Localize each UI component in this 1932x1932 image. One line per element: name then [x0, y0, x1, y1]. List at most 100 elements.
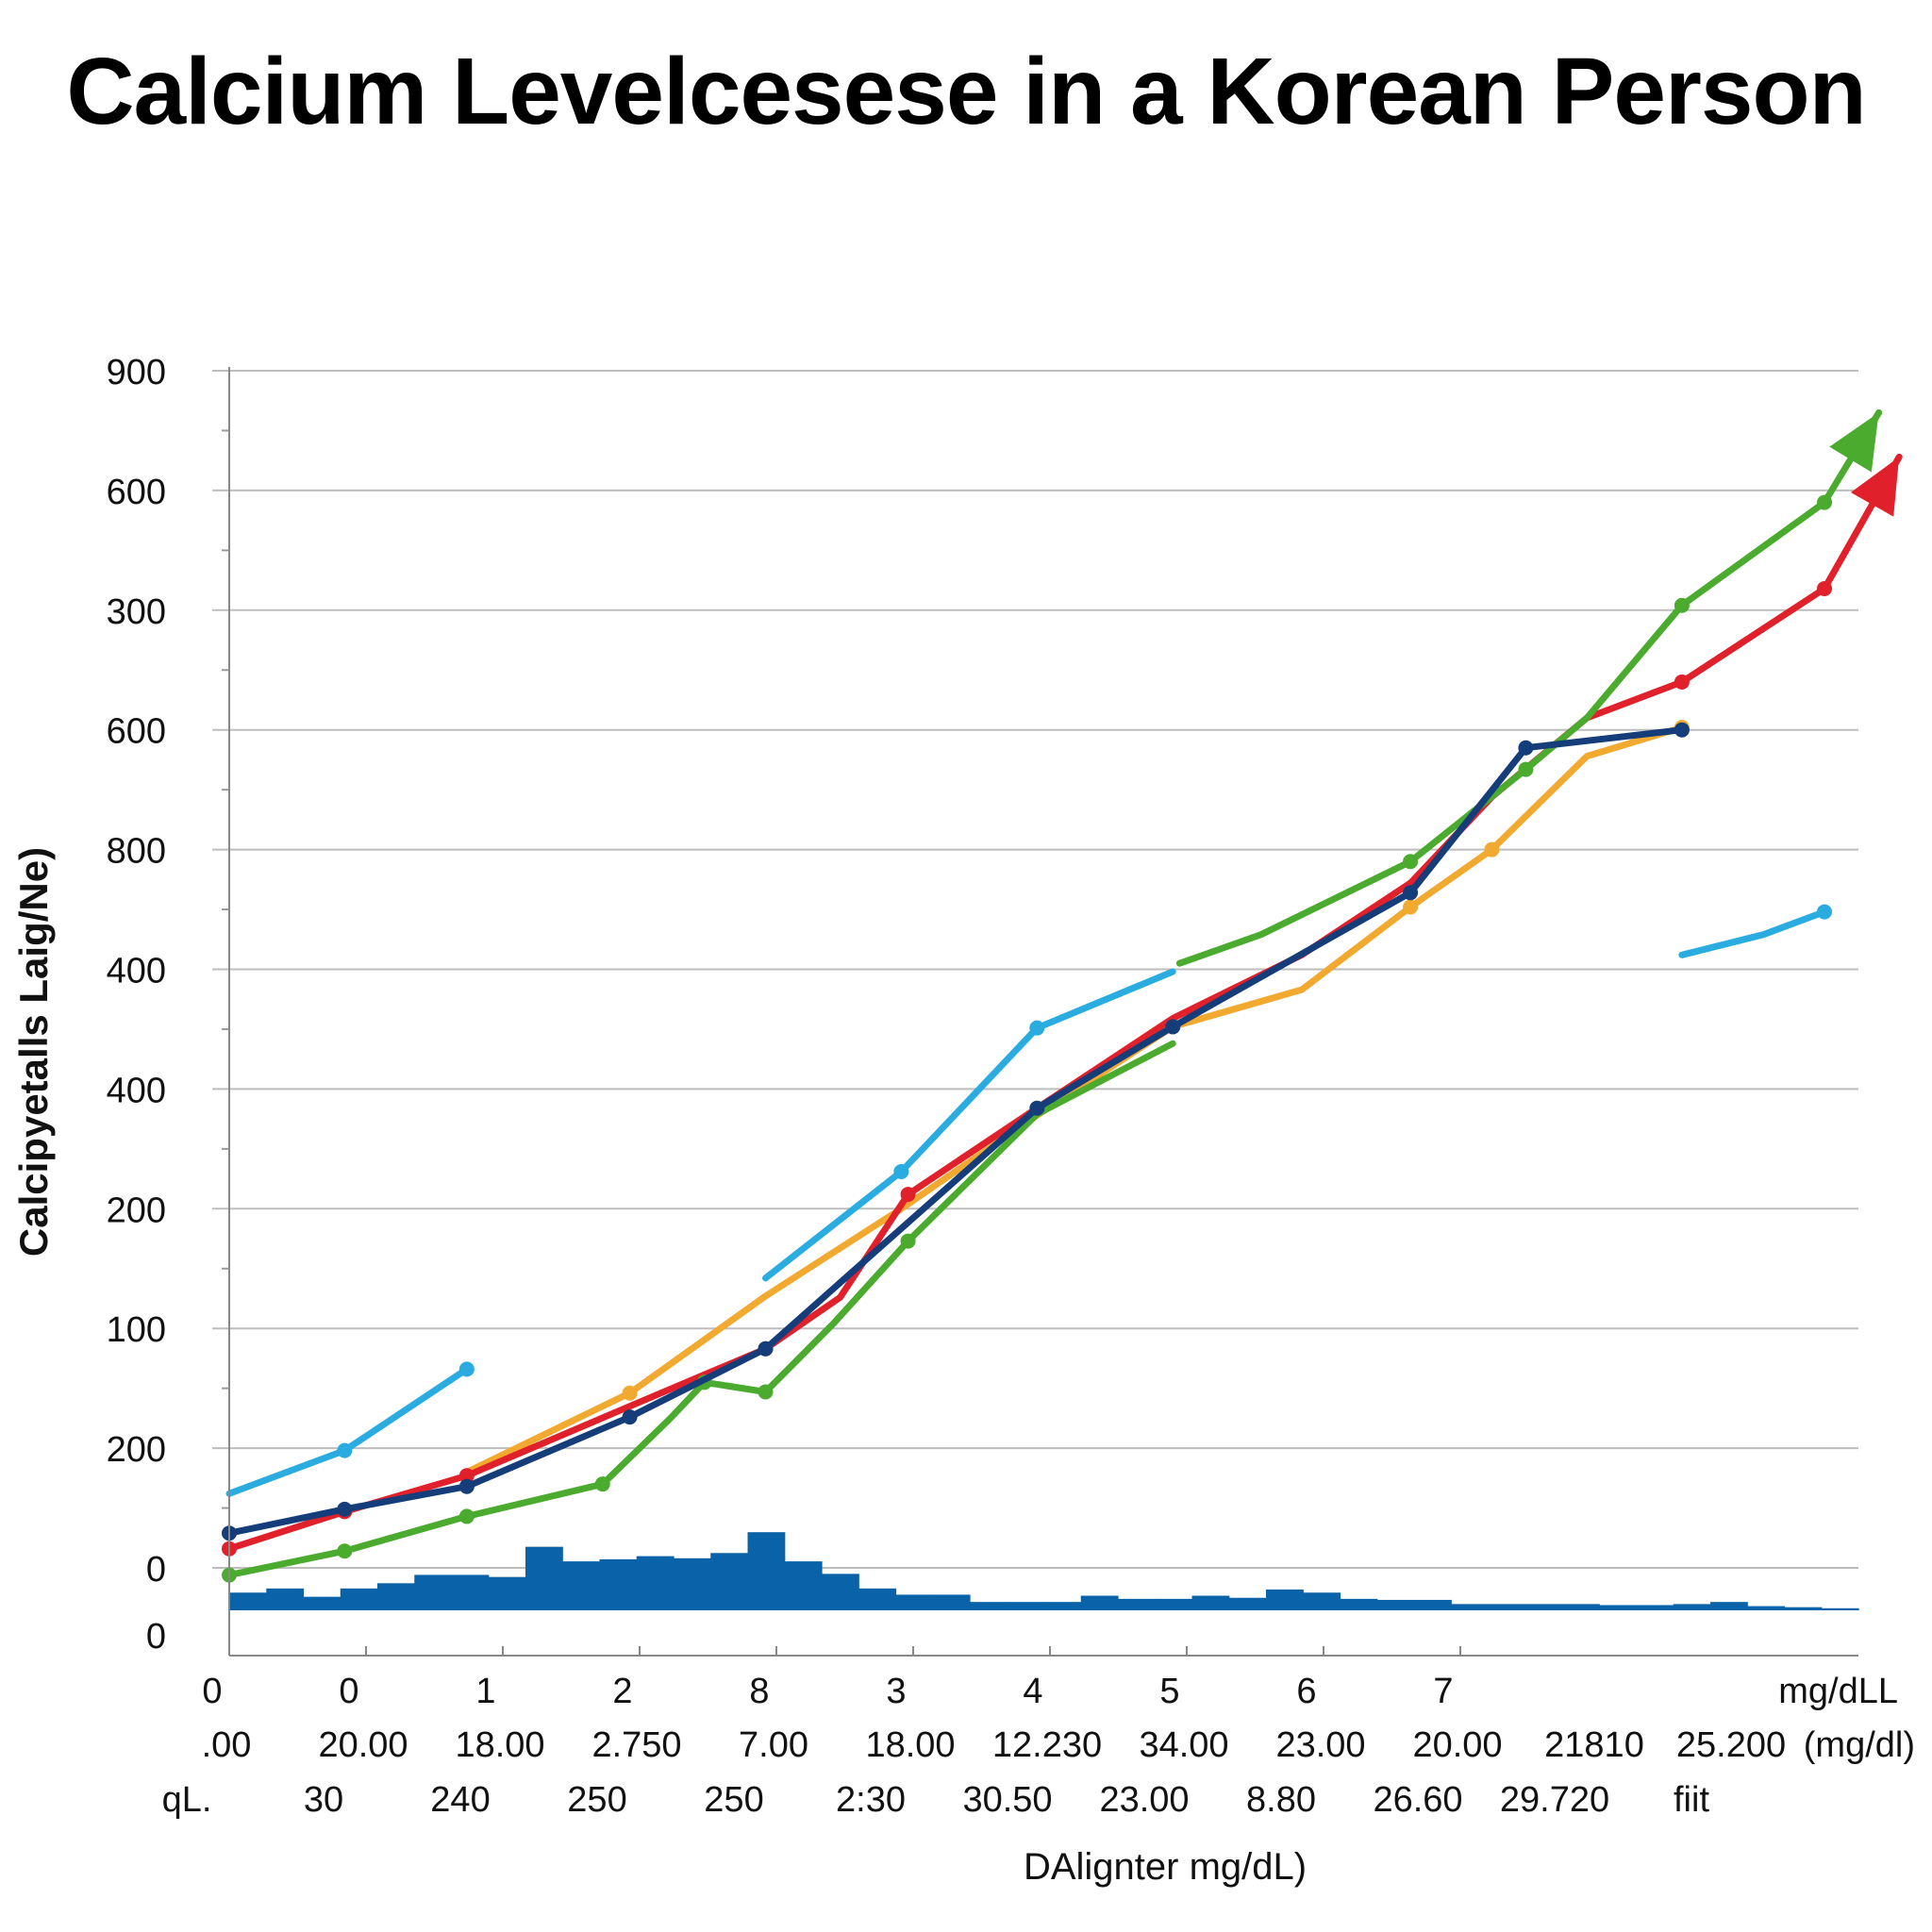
histogram-bar: [1303, 1592, 1341, 1610]
x-row2-label: 12.230: [992, 1725, 1102, 1765]
x-row2-label: 2.750: [591, 1725, 681, 1765]
x-tick-label: 6: [1296, 1672, 1316, 1711]
histogram-bar: [1451, 1604, 1490, 1610]
histogram-bar: [1414, 1599, 1452, 1610]
data-point-orange: [622, 1385, 638, 1401]
y-tick-label: 800: [107, 832, 166, 872]
x-tick-label: 7: [1433, 1672, 1453, 1711]
x-row2-label: 25.200: [1676, 1725, 1786, 1765]
data-point-green: [594, 1476, 610, 1492]
histogram-bar: [562, 1561, 601, 1610]
x-tick-label: 3: [886, 1672, 906, 1711]
y-tick-label: 600: [107, 473, 166, 512]
data-point-red: [1817, 580, 1833, 596]
data-point-cyan: [1029, 1020, 1045, 1036]
x-row3-label: 250: [704, 1780, 763, 1820]
x-row3-label: 29.720: [1500, 1780, 1609, 1820]
data-point-green: [1817, 494, 1833, 510]
x-row3-label: 23.00: [1099, 1780, 1189, 1820]
data-point-navy: [622, 1409, 638, 1425]
data-point-green: [1674, 597, 1690, 613]
data-point-navy: [1029, 1100, 1045, 1116]
data-point-cyan: [337, 1442, 353, 1458]
histogram-bar: [525, 1546, 563, 1610]
x-row3-label: qL.: [162, 1780, 212, 1820]
y-axis-label: Calcipyetalls Laig/Ne): [11, 847, 56, 1257]
x-axis-label: DAlignter mg/dL): [1024, 1846, 1307, 1888]
histogram-bars: [229, 1532, 1859, 1610]
x-row3-label: 8.80: [1246, 1780, 1316, 1820]
histogram-bar: [340, 1588, 378, 1610]
arrowhead-green: [1829, 412, 1879, 473]
data-point-green: [1518, 761, 1534, 777]
axes: [228, 367, 1858, 1657]
x-tick-label: 1: [475, 1672, 495, 1711]
histogram-bar: [1784, 1607, 1823, 1610]
x-row2-label: 18.00: [865, 1725, 955, 1765]
x-tick-label: 0: [339, 1672, 358, 1711]
x-row2-label: .00: [202, 1725, 252, 1765]
histogram-bar: [858, 1588, 897, 1610]
histogram-bar: [895, 1594, 934, 1610]
histogram-bar: [1599, 1605, 1638, 1610]
y-tick-label: 400: [107, 952, 166, 991]
data-point-green: [458, 1508, 475, 1524]
histogram-bar: [822, 1574, 859, 1610]
histogram-bar: [599, 1558, 638, 1610]
y-tick-label: 200: [107, 1430, 166, 1470]
histogram-bar: [710, 1553, 749, 1610]
gridlines: [212, 370, 1858, 1569]
x-row2-label: 21810: [1544, 1725, 1644, 1765]
histogram-bar: [674, 1557, 711, 1610]
data-point-green: [1403, 854, 1419, 870]
series-line-navy: [225, 726, 1686, 1537]
series-line-orange: [463, 724, 1686, 1475]
y-tick-label: 900: [107, 353, 166, 392]
data-point-red: [1674, 674, 1690, 690]
histogram-bar: [1821, 1607, 1859, 1610]
histogram-bar: [1488, 1604, 1526, 1610]
x-row2-unit: (mg/dl): [1804, 1725, 1915, 1765]
histogram-bar: [1376, 1599, 1415, 1610]
data-point-navy: [1674, 722, 1690, 738]
series-line-cyan: [225, 1365, 471, 1497]
x-row3-label: fiit: [1674, 1780, 1709, 1820]
x-row3-label: 240: [430, 1780, 490, 1820]
histogram-bar: [1118, 1598, 1156, 1610]
data-point-cyan: [458, 1361, 475, 1377]
data-point-navy: [1165, 1019, 1181, 1035]
data-point-navy: [758, 1341, 774, 1357]
histogram-bar: [932, 1594, 971, 1610]
data-point-navy: [337, 1501, 353, 1517]
data-point-red: [900, 1187, 916, 1203]
x-row2-label: 20.00: [318, 1725, 408, 1765]
data-point-navy: [1403, 885, 1419, 901]
x-row3-label: 250: [567, 1780, 626, 1820]
series-line-green: [225, 1040, 1176, 1579]
x-row2-label: 7.00: [739, 1725, 808, 1765]
y-tick-label: 300: [107, 592, 166, 632]
histogram-bar: [970, 1602, 1008, 1610]
data-point-orange: [1484, 841, 1500, 858]
series-line-cyan: [1678, 908, 1828, 958]
data-point-navy: [458, 1478, 475, 1494]
histogram-bar: [1191, 1595, 1230, 1610]
histogram-bar: [1524, 1604, 1563, 1610]
histogram-bar: [747, 1532, 786, 1610]
x-tick-label: 8: [749, 1672, 769, 1711]
data-point-green: [337, 1543, 353, 1559]
histogram-bar: [266, 1588, 305, 1610]
histogram-bar: [1710, 1602, 1748, 1610]
x-tick-label: 5: [1159, 1672, 1179, 1711]
data-point-green: [900, 1233, 916, 1249]
x-row3-label: 2:30: [836, 1780, 906, 1820]
histogram-bar: [1155, 1598, 1193, 1610]
x-row2-label: 18.00: [455, 1725, 544, 1765]
histogram-bar: [414, 1574, 453, 1610]
y-tick-label: 600: [107, 712, 166, 752]
x-row3-label: 30.50: [962, 1780, 1052, 1820]
data-point-cyan: [1817, 904, 1833, 920]
series-line-cyan: [762, 968, 1176, 1282]
